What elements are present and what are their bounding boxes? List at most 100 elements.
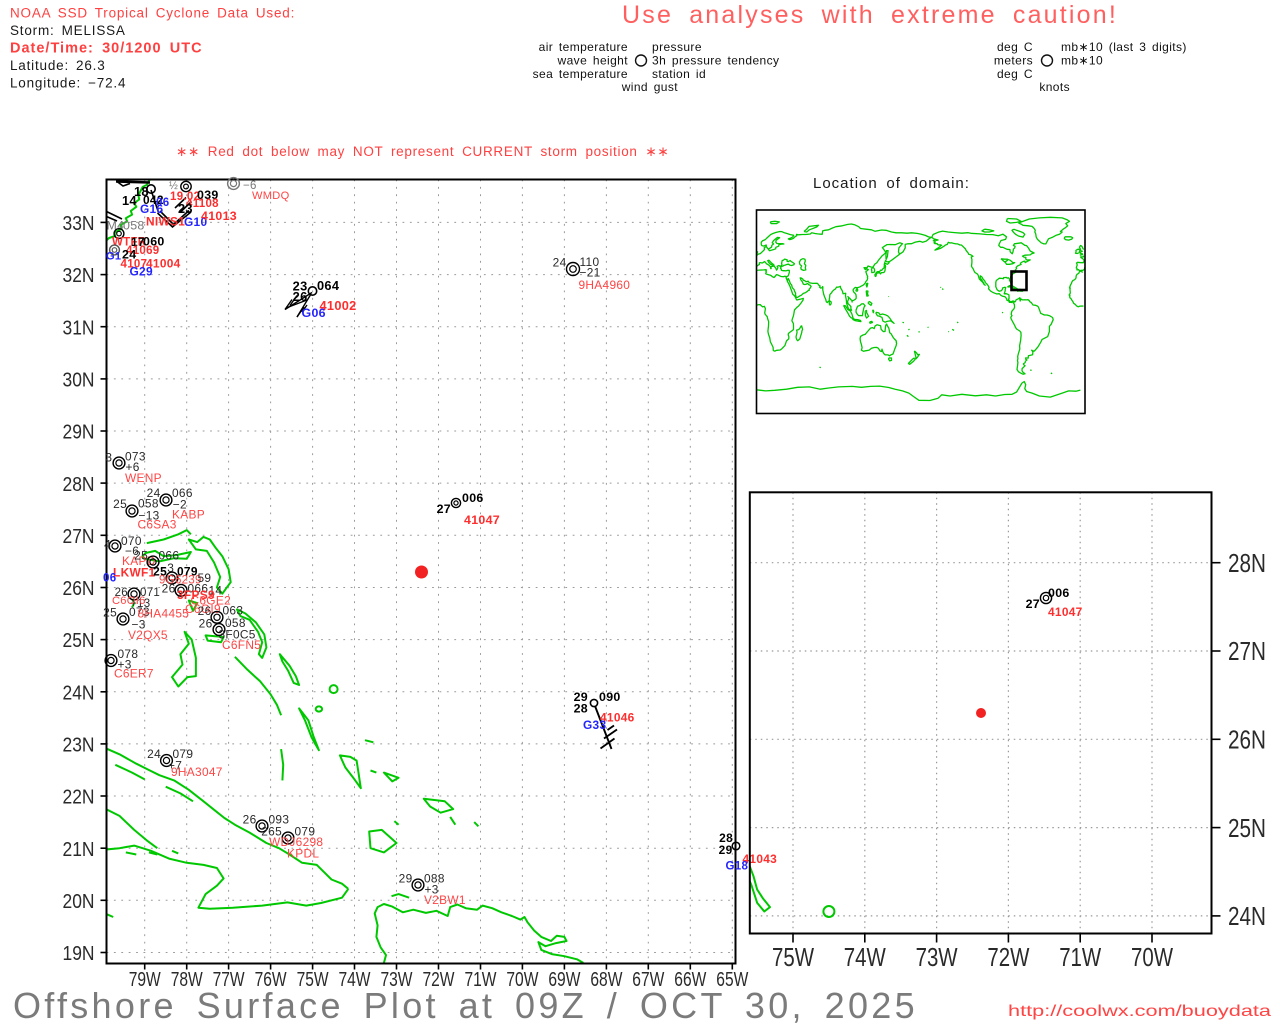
svg-text:090: 090: [599, 690, 621, 704]
svg-text:24N: 24N: [1228, 901, 1266, 931]
svg-text:WTFR: WTFR: [112, 237, 147, 249]
svg-text:KABP: KABP: [172, 508, 205, 522]
svg-text:25: 25: [103, 606, 117, 620]
svg-text:−6: −6: [243, 180, 257, 192]
svg-text:C6GE2: C6GE2: [191, 594, 232, 608]
svg-text:79W: 79W: [129, 969, 161, 991]
svg-text:24: 24: [147, 486, 161, 500]
svg-text:G10: G10: [184, 215, 207, 229]
svg-text:http://coolwx.com/buoydata: http://coolwx.com/buoydata: [1008, 1003, 1271, 1020]
svg-text:½: ½: [169, 180, 178, 192]
svg-text:28N: 28N: [63, 474, 95, 496]
svg-text:17: 17: [131, 235, 145, 249]
svg-text:C6OI6: C6OI6: [112, 595, 146, 607]
svg-text:071: 071: [140, 587, 160, 599]
svg-text:mb∗10: mb∗10: [1061, 54, 1103, 68]
svg-text:32N: 32N: [63, 265, 95, 287]
svg-text:27: 27: [1026, 597, 1040, 611]
svg-text:28: 28: [574, 702, 588, 716]
svg-text:76W: 76W: [255, 969, 287, 991]
svg-text:69W: 69W: [548, 969, 580, 991]
svg-text:73W: 73W: [381, 969, 413, 991]
svg-text:26N: 26N: [1228, 725, 1266, 755]
svg-text:25N: 25N: [63, 630, 95, 652]
svg-text:27N: 27N: [1228, 636, 1266, 666]
svg-text:air temperature: air temperature: [539, 40, 628, 54]
svg-text:Storm: MELISSA: Storm: MELISSA: [10, 23, 126, 38]
svg-text:4: 4: [104, 538, 111, 552]
svg-text:59: 59: [198, 571, 212, 585]
svg-text:41002: 41002: [320, 298, 357, 313]
svg-text:41108: 41108: [186, 198, 219, 210]
svg-text:25N: 25N: [1228, 813, 1266, 843]
svg-text:058: 058: [123, 219, 145, 233]
svg-text:110: 110: [580, 255, 600, 269]
svg-text:+3: +3: [425, 882, 439, 896]
svg-text:station id: station id: [652, 67, 706, 81]
svg-text:Location of domain:: Location of domain:: [813, 175, 970, 192]
svg-text:G18: G18: [726, 861, 749, 873]
svg-text:74W: 74W: [844, 942, 886, 972]
svg-text:20N: 20N: [63, 891, 95, 913]
svg-text:006: 006: [462, 491, 484, 505]
svg-text:−13: −13: [139, 509, 160, 523]
svg-text:9HA4960: 9HA4960: [579, 278, 631, 292]
svg-text:088: 088: [424, 871, 445, 885]
svg-text:26: 26: [293, 289, 308, 304]
svg-text:33N: 33N: [63, 213, 95, 235]
svg-text:71W: 71W: [465, 969, 497, 991]
svg-text:WMDQ: WMDQ: [252, 190, 290, 202]
svg-text:75W: 75W: [297, 969, 329, 991]
svg-text:41047: 41047: [1048, 605, 1083, 619]
svg-text:24: 24: [553, 256, 567, 270]
svg-text:∗∗ Red dot below may NOT repre: ∗∗ Red dot below may NOT represent CURRE…: [176, 144, 669, 159]
svg-text:73W: 73W: [916, 942, 958, 972]
svg-text:+7: +7: [168, 758, 182, 772]
svg-text:093: 093: [269, 812, 290, 826]
svg-text:pressure: pressure: [652, 40, 702, 54]
svg-text:G29: G29: [130, 264, 153, 278]
svg-text:26: 26: [162, 582, 176, 596]
svg-text:22N: 22N: [63, 787, 95, 809]
svg-text:24N: 24N: [63, 682, 95, 704]
svg-text:68W: 68W: [590, 969, 622, 991]
svg-text:41046: 41046: [600, 711, 635, 725]
svg-text:064: 064: [317, 278, 340, 293]
svg-text:3F0C5: 3F0C5: [219, 628, 256, 642]
svg-text:G1: G1: [106, 251, 121, 263]
svg-text:WENP: WENP: [125, 471, 162, 485]
svg-text:4107: 4107: [121, 258, 148, 270]
svg-text:042: 042: [143, 193, 164, 207]
svg-text:75W: 75W: [772, 942, 814, 972]
svg-text:WDJ6298: WDJ6298: [269, 835, 323, 849]
svg-text:sea temperature: sea temperature: [533, 67, 628, 81]
svg-text:3FPS9: 3FPS9: [177, 588, 215, 602]
svg-text:70W: 70W: [1131, 942, 1173, 972]
svg-text:+3: +3: [118, 657, 132, 671]
svg-text:9HA3047: 9HA3047: [171, 765, 223, 779]
svg-text:wave height: wave height: [557, 54, 629, 68]
svg-text:006: 006: [1048, 586, 1070, 600]
svg-text:66W: 66W: [674, 969, 706, 991]
svg-text:28: 28: [719, 831, 733, 845]
svg-text:039: 039: [197, 188, 219, 202]
svg-text:26: 26: [243, 813, 257, 827]
svg-text:079: 079: [295, 824, 316, 838]
svg-text:079: 079: [173, 747, 194, 761]
svg-text:26: 26: [199, 616, 213, 630]
svg-text:8HA4455: 8HA4455: [138, 607, 190, 621]
svg-text:079: 079: [177, 564, 198, 578]
svg-text:265: 265: [261, 825, 282, 839]
svg-text:41004: 41004: [146, 256, 181, 270]
svg-text:+13: +13: [130, 598, 150, 610]
svg-text:066: 066: [159, 548, 180, 562]
svg-text:078: 078: [118, 647, 139, 661]
svg-text:14: 14: [122, 193, 137, 208]
svg-text:LKWF1: LKWF1: [113, 566, 156, 580]
svg-text:070: 070: [121, 534, 142, 548]
svg-text:41013: 41013: [201, 209, 237, 223]
svg-text:18: 18: [134, 184, 149, 199]
svg-text:066: 066: [188, 581, 209, 595]
svg-text:073: 073: [125, 449, 146, 463]
svg-text:74W: 74W: [339, 969, 371, 991]
